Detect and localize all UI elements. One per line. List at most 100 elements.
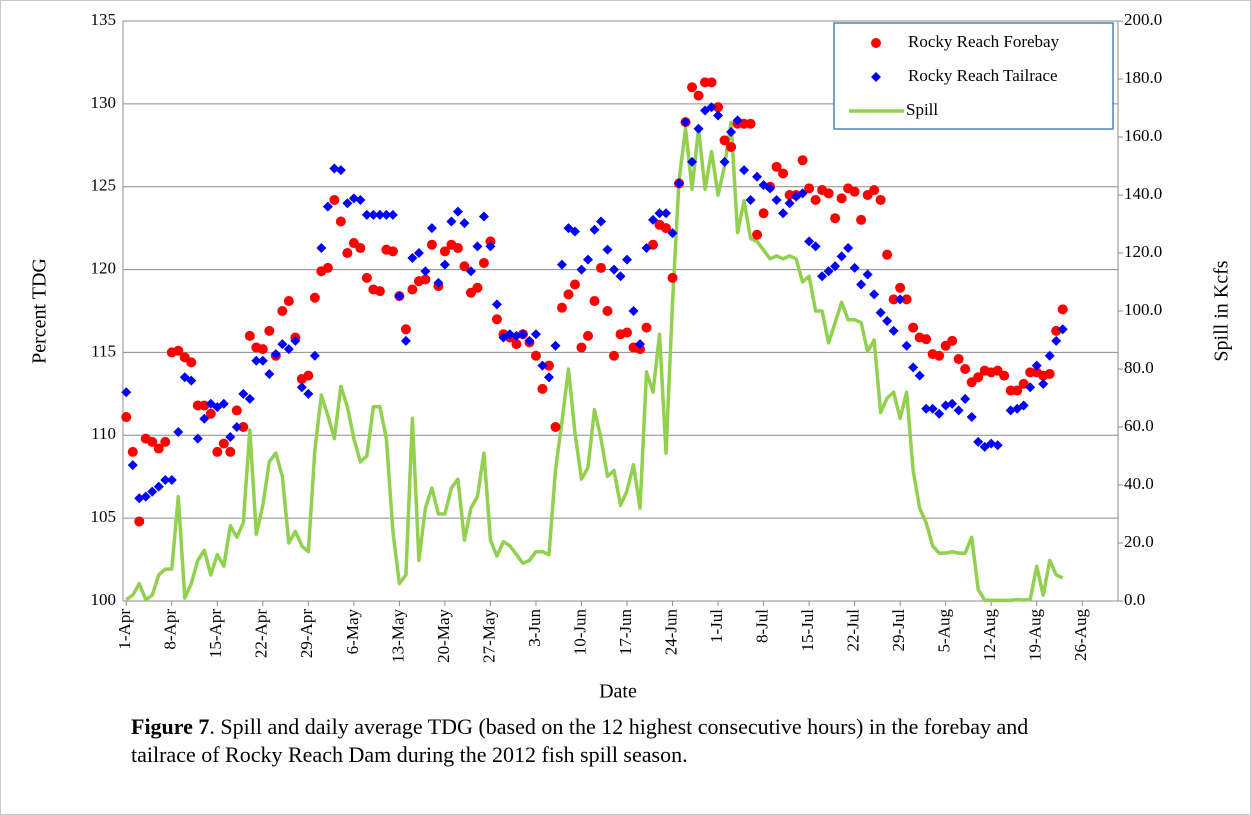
forebay-point	[420, 274, 431, 285]
forebay-point	[875, 194, 886, 205]
y2-tick-label: 20.0	[1124, 532, 1154, 551]
forebay-point	[771, 161, 782, 172]
x-tick-label: 26-Aug	[1071, 609, 1090, 661]
forebay-point	[934, 350, 945, 361]
tailrace-point	[283, 344, 294, 355]
forebay-point	[186, 357, 197, 368]
forebay-point	[693, 90, 704, 101]
tailrace-point	[1057, 324, 1068, 335]
tailrace-point	[797, 188, 808, 199]
forebay-point	[491, 314, 502, 325]
forebay-point	[726, 141, 737, 152]
tailrace-point	[446, 216, 457, 227]
tailrace-point	[595, 216, 606, 227]
x-tick-label: 15-Apr	[206, 609, 225, 658]
tailrace-point	[426, 223, 437, 234]
forebay-point	[576, 342, 587, 353]
forebay-point	[452, 243, 463, 254]
tailrace-point	[166, 475, 177, 486]
forebay-point	[1044, 368, 1055, 379]
tailrace-point	[947, 398, 958, 409]
tailrace-point	[459, 218, 470, 229]
tailrace-point	[550, 340, 561, 351]
tailrace-point	[231, 422, 242, 432]
forebay-point	[439, 246, 450, 257]
x-tick-label: 5-Aug	[935, 609, 954, 653]
forebay-point	[543, 360, 554, 371]
tailrace-point	[257, 355, 268, 366]
tailrace-point	[927, 403, 938, 414]
x-tick-label: 15-Jul	[798, 609, 817, 652]
tailrace-point	[882, 315, 893, 326]
tailrace-point	[921, 403, 932, 414]
y-tick-label: 120	[91, 258, 117, 277]
forebay-point	[602, 306, 613, 316]
forebay-point	[921, 334, 932, 345]
forebay-point	[947, 335, 958, 346]
y2-tick-label: 60.0	[1124, 416, 1154, 435]
forebay-point	[212, 446, 223, 457]
tailrace-point	[465, 266, 476, 277]
forebay-point	[661, 223, 672, 234]
tailrace-point	[374, 209, 385, 220]
forebay-point	[205, 408, 216, 419]
tailrace-point	[739, 165, 750, 176]
forebay-point	[322, 262, 333, 273]
tailrace-point	[199, 413, 210, 424]
tailrace-point	[992, 440, 1003, 451]
tailrace-point	[303, 388, 314, 399]
tailrace-point	[413, 248, 424, 258]
tailrace-point	[485, 241, 496, 252]
forebay-point	[537, 383, 548, 394]
tailrace-point	[875, 307, 886, 318]
tailrace-point	[810, 241, 821, 252]
caption-label: Figure 7	[131, 714, 210, 739]
tailrace-point	[556, 259, 567, 270]
forebay-point	[244, 330, 255, 341]
tailrace-point	[186, 375, 197, 386]
forebay-point	[830, 213, 841, 224]
forebay-point	[1057, 304, 1068, 315]
tailrace-point	[452, 206, 463, 217]
tailrace-point	[862, 269, 873, 280]
tailrace-point	[192, 433, 203, 444]
x-tick-label: 24-Jun	[661, 609, 680, 656]
forebay-point	[810, 194, 821, 205]
tailrace-point	[960, 393, 971, 404]
tailrace-point	[830, 261, 841, 272]
forebay-point	[882, 249, 893, 260]
forebay-point	[329, 194, 340, 205]
x-tick-label: 13-May	[388, 609, 407, 663]
x-tick-label: 29-Apr	[297, 609, 316, 658]
forebay-point	[973, 372, 984, 383]
spill-line	[125, 120, 1064, 603]
tailrace-point	[628, 306, 639, 316]
tailrace-point	[804, 236, 815, 247]
tailrace-point	[849, 262, 860, 273]
tailrace-point	[251, 355, 262, 366]
tailrace-point	[608, 264, 619, 275]
forebay-point	[147, 436, 158, 447]
tailrace-point	[296, 382, 307, 393]
tailrace-point	[771, 194, 782, 205]
forebay-point	[953, 354, 964, 365]
forebay-point	[1012, 385, 1023, 396]
tailrace-point	[381, 209, 392, 220]
tailrace-point	[934, 408, 945, 419]
x-tick-label: 12-Aug	[980, 609, 999, 661]
tailrace-point	[361, 209, 372, 220]
legend-label: Spill	[906, 100, 938, 119]
tailrace-point	[869, 289, 880, 300]
forebay-point	[856, 214, 867, 225]
x-tick-label: 19-Aug	[1026, 609, 1045, 661]
forebay-point	[530, 350, 541, 361]
y2-tick-label: 40.0	[1124, 474, 1154, 493]
tailrace-point	[342, 198, 353, 209]
tailrace-point	[680, 117, 691, 128]
forebay-point	[374, 286, 385, 297]
forebay-point	[622, 327, 633, 338]
tailrace-point	[895, 294, 906, 305]
forebay-point	[400, 324, 411, 335]
tailrace-point	[856, 279, 867, 290]
x-tick-label: 1-Jul	[707, 609, 726, 643]
